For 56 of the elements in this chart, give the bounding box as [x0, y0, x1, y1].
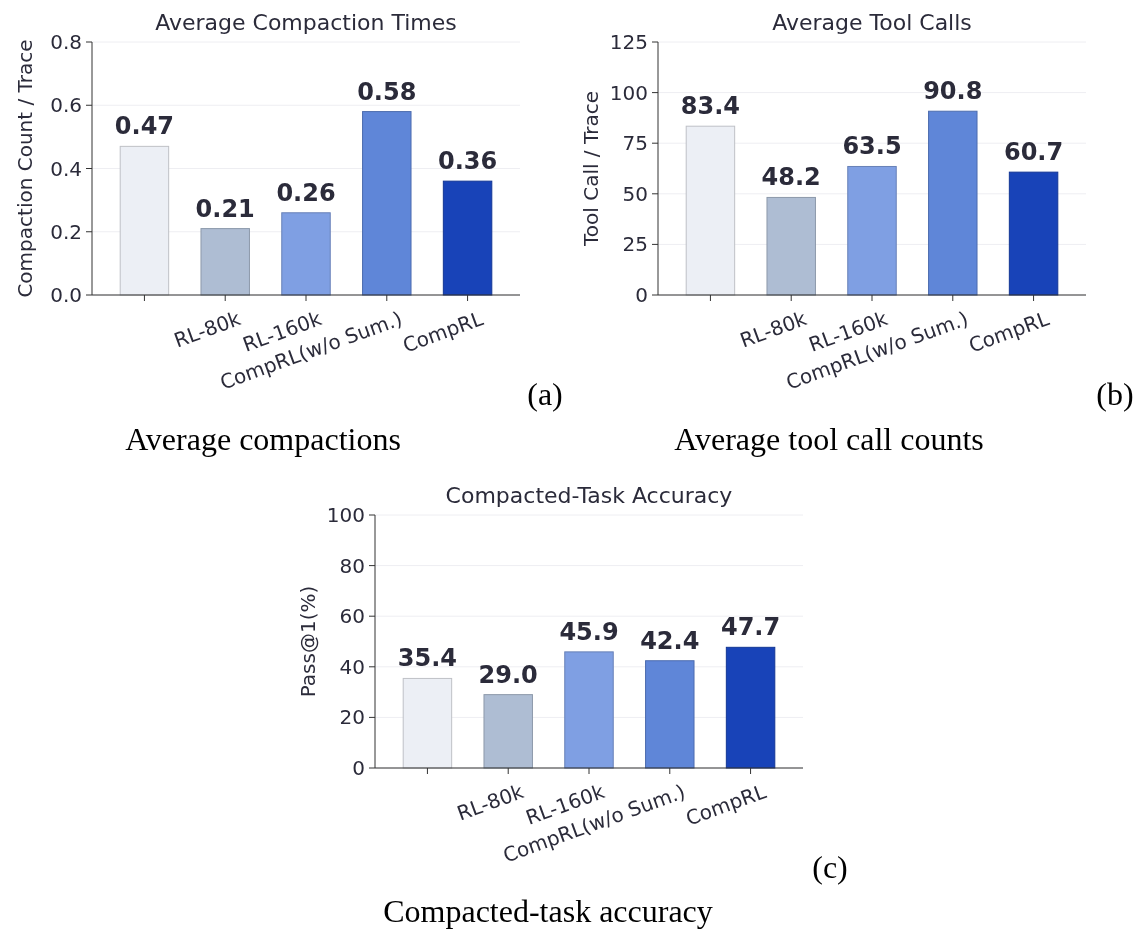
- data-label: 45.9: [559, 617, 619, 646]
- data-label: 0.47: [114, 112, 175, 141]
- y-tick-label: 75: [622, 131, 648, 156]
- data-label: 83.4: [680, 92, 741, 121]
- y-tick-label: 0: [635, 283, 648, 307]
- bar: [645, 660, 695, 769]
- y-tick-label: 50: [622, 181, 648, 206]
- y-tick-label: 0.8: [50, 30, 82, 54]
- y-tick-label: 0.4: [50, 156, 82, 181]
- text: Average compactions: [125, 421, 401, 457]
- bar: [766, 196, 816, 296]
- data-label: 0.21: [195, 194, 255, 223]
- data-label: 48.2: [761, 163, 821, 192]
- text: Average tool call counts: [674, 421, 984, 457]
- y-tick-label: 0: [352, 756, 365, 780]
- data-label: 35.4: [397, 644, 458, 673]
- bar: [200, 228, 250, 296]
- y-axis-title: Pass@1(%): [296, 585, 320, 698]
- data-label: 90.8: [923, 77, 983, 106]
- text: (a): [527, 376, 563, 412]
- data-label: 60.7: [1003, 138, 1064, 167]
- text: (b): [1096, 376, 1134, 412]
- y-tick-label: 125: [609, 30, 648, 54]
- data-label: 47.7: [720, 613, 781, 642]
- bar: [564, 651, 614, 769]
- bar: [483, 694, 533, 769]
- chart-title: Average Tool Calls: [772, 10, 972, 35]
- y-tick-label: 0.2: [50, 219, 82, 244]
- data-label: 42.4: [640, 626, 700, 655]
- bar: [362, 111, 412, 296]
- text: Compacted-task accuracy: [383, 893, 713, 929]
- bar: [442, 180, 493, 296]
- data-label: 0.58: [357, 77, 417, 106]
- y-tick-label: 25: [622, 232, 648, 257]
- bar: [725, 646, 776, 769]
- y-tick-label: 100: [609, 80, 648, 105]
- y-tick-label: 0.0: [50, 283, 82, 307]
- text: (c): [812, 849, 848, 885]
- y-tick-label: 40: [339, 654, 365, 679]
- data-label: 0.26: [276, 178, 336, 207]
- y-tick-label: 60: [339, 604, 365, 629]
- data-label: 0.36: [437, 147, 498, 176]
- y-tick-label: 20: [339, 705, 365, 730]
- y-tick-label: 100: [326, 503, 365, 527]
- data-label: 29.0: [478, 660, 538, 689]
- y-axis-title: Tool Call / Trace: [579, 90, 603, 248]
- y-tick-label: 80: [339, 553, 365, 578]
- y-axis-title: Compaction Count / Trace: [13, 39, 37, 298]
- y-tick-label: 0.6: [50, 93, 82, 118]
- chart-title: Average Compaction Times: [155, 10, 457, 35]
- chart-title: Compacted-Task Accuracy: [445, 483, 733, 508]
- bar: [1008, 171, 1059, 296]
- data-label: 63.5: [842, 132, 902, 161]
- bar: [847, 165, 897, 296]
- bar: [928, 110, 978, 296]
- bar: [281, 212, 331, 296]
